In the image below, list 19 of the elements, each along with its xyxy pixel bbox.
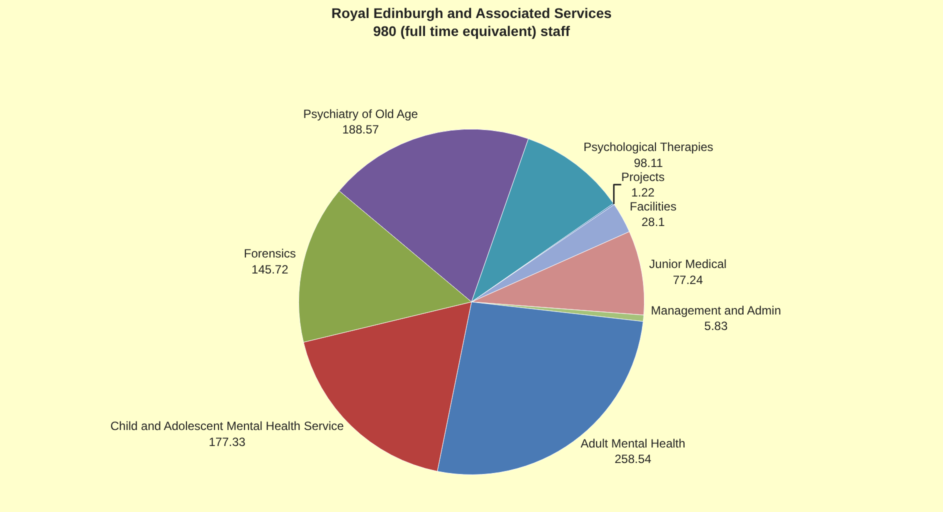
slice-label: Forensics xyxy=(244,246,296,261)
slice-label: Projects xyxy=(621,170,665,184)
data-label: 98.11 xyxy=(634,156,664,170)
data-label: 28.1 xyxy=(641,215,666,230)
slice-label: Junior Medical xyxy=(649,257,727,272)
slice-label: Adult Mental Health xyxy=(580,436,686,451)
slice-label: Psychiatry of Old Age xyxy=(303,106,418,121)
slice-label: Management and Admin xyxy=(650,304,782,318)
chart-title: Royal Edinburgh and Associated Services 980 (full time equivalent) staff xyxy=(331,4,612,40)
data-label: 177.33 xyxy=(208,434,246,449)
slice-label: Facilities xyxy=(630,199,676,214)
data-label: 1.22 xyxy=(631,185,655,200)
data-label: 77.24 xyxy=(672,272,704,287)
data-label: 5.83 xyxy=(704,319,728,334)
data-label: 188.57 xyxy=(342,122,380,136)
data-label: 145.72 xyxy=(252,262,289,276)
slice-label: Psychological Therapies xyxy=(583,140,714,154)
slice-label: Child and Adolescent Mental Health Service xyxy=(110,419,344,434)
data-label: 258.54 xyxy=(614,452,652,466)
